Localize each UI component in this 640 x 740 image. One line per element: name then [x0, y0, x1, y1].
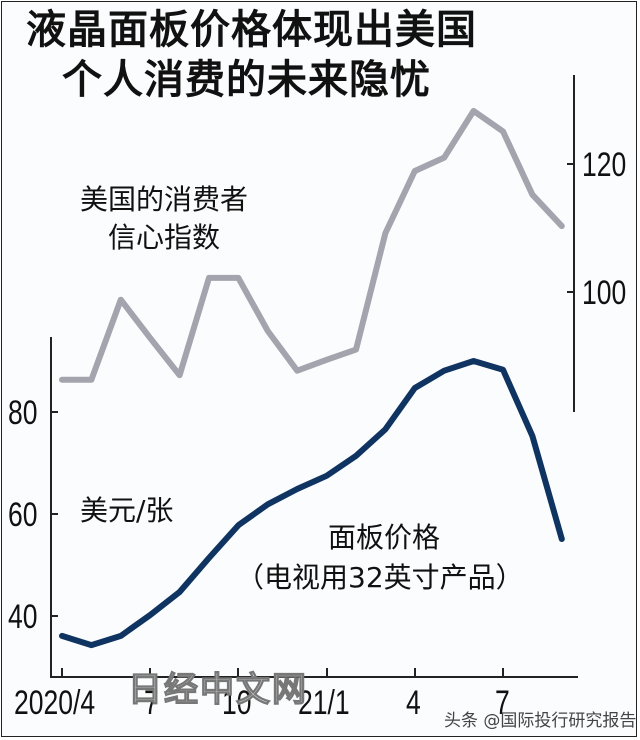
left-tick-40: 40	[8, 598, 38, 636]
panel-price-line	[59, 358, 565, 649]
chart-title-line2: 个人消费的未来隐忧	[62, 57, 431, 103]
confidence-label-line1: 美国的消费者	[80, 183, 249, 216]
source-credit: 头条 @国际投行研究报告	[444, 711, 637, 731]
price-label-line1: 面板价格	[328, 521, 441, 554]
right-tick-120: 120	[582, 146, 627, 184]
x-tick-2020-4: 2020/4	[14, 684, 96, 722]
chart-title-line1: 液晶面板价格体现出美国	[26, 7, 477, 53]
price-label-line2: （电视用32英寸产品）	[236, 561, 524, 594]
x-tick-4: 4	[406, 684, 421, 722]
unit-label: 美元/张	[80, 494, 174, 527]
consumer-confidence-line	[59, 107, 565, 383]
x-tick-10: 10	[222, 684, 252, 722]
x-tick-21-1: 21/1	[298, 684, 350, 722]
confidence-label-line2: 信心指数	[108, 221, 221, 254]
watermark: 日经中文网	[127, 669, 308, 710]
right-tick-100: 100	[582, 274, 627, 312]
left-tick-60: 60	[8, 496, 38, 534]
left-tick-80: 80	[8, 394, 38, 432]
x-tick-7b: 7	[495, 684, 510, 722]
x-tick-7: 7	[144, 684, 159, 722]
